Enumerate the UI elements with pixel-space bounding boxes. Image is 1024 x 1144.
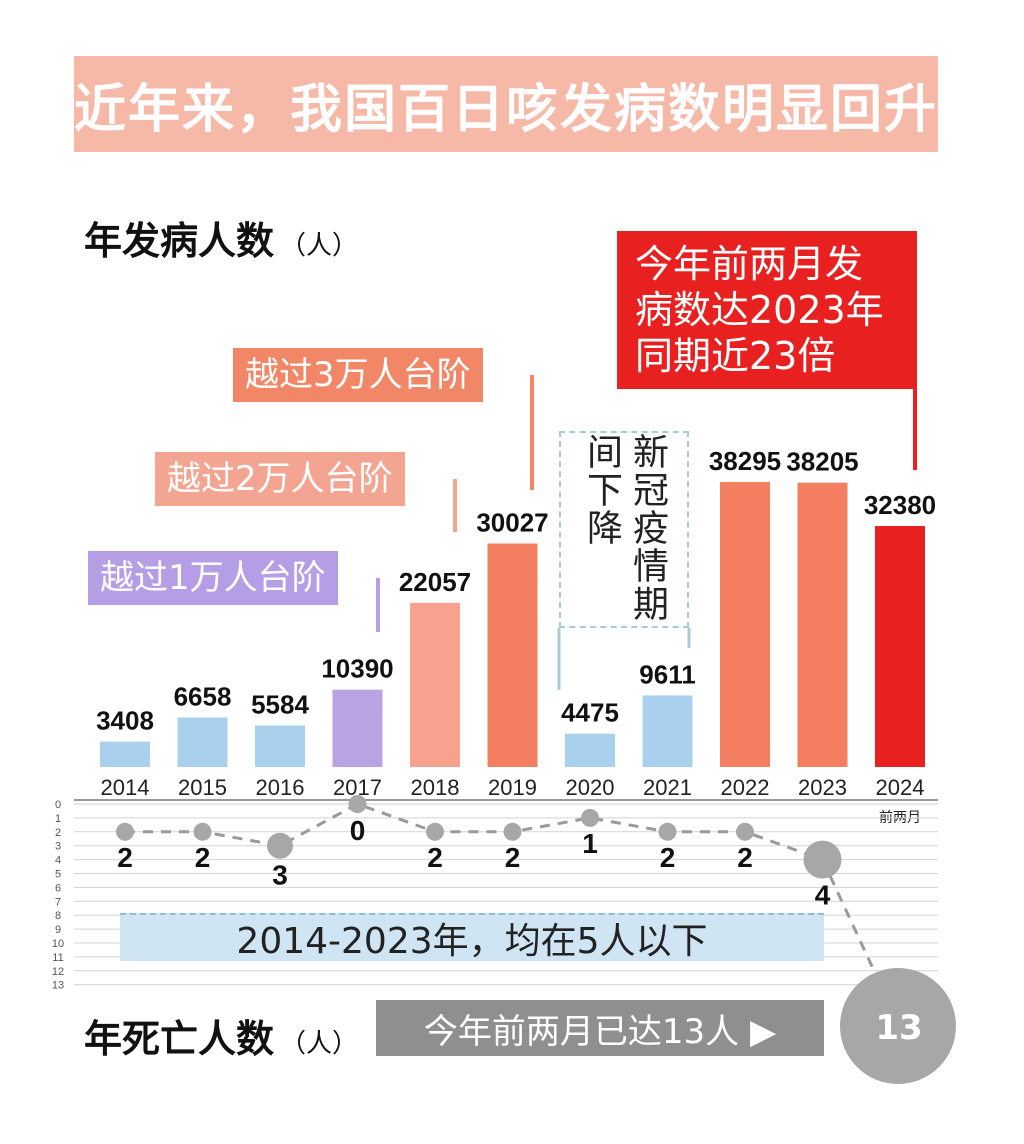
- bar-2019: [487, 543, 538, 767]
- y-tick-7: 7: [55, 896, 61, 908]
- bar-value-2015: 6658: [174, 681, 232, 711]
- death-point-2019: [503, 822, 522, 841]
- year-label-2016: 2016: [256, 775, 305, 800]
- bar-value-2020: 4475: [561, 698, 619, 728]
- year-label-2021: 2021: [643, 775, 692, 800]
- year-label-2020: 2020: [566, 775, 615, 800]
- death-point-2021: [658, 822, 677, 841]
- death-value-2021: 2: [660, 842, 676, 873]
- y-tick-11: 11: [52, 952, 63, 964]
- callout-line-1: 今年前两月发: [635, 242, 864, 286]
- bar-2014: [100, 741, 150, 767]
- bar-2024: [875, 526, 925, 767]
- y-tick-4: 4: [55, 855, 61, 867]
- tag-10k: 越过1万人台阶: [88, 551, 338, 605]
- death-value-2023: 4: [815, 880, 831, 911]
- death-point-2018: [426, 822, 444, 841]
- deaths-2024-label: 今年前两月已达13人 ▶: [376, 1000, 824, 1056]
- death-value-2016: 3: [272, 860, 288, 891]
- y-tick-2: 2: [55, 827, 61, 839]
- bar-value-2018: 22057: [399, 567, 471, 597]
- y-tick-9: 9: [55, 924, 61, 936]
- y-tick-6: 6: [55, 882, 61, 894]
- death-point-2023: [803, 840, 842, 879]
- bar-value-2021: 9611: [639, 659, 695, 689]
- death-point-2024: [840, 968, 956, 1084]
- death-point-2017: [348, 795, 367, 813]
- death-point-2014: [116, 822, 134, 841]
- year-label-2022: 2022: [721, 775, 770, 800]
- y-tick-12: 12: [52, 966, 64, 978]
- tag-20k: 越过2万人台阶: [155, 452, 405, 506]
- callout-box: 今年前两月发 病数达2023年 同期近23倍: [617, 231, 917, 389]
- year-label-2015: 2015: [178, 775, 227, 800]
- bar-2020: [565, 733, 615, 767]
- bar-2021: [642, 695, 693, 767]
- death-value-2017: 0: [350, 815, 366, 846]
- bar-2018: [410, 602, 460, 767]
- cases-heading-label: 年发病人数: [84, 219, 275, 263]
- year-label-2023: 2023: [798, 775, 847, 800]
- bar-value-2023: 38205: [786, 447, 858, 477]
- death-value-2015: 2: [195, 842, 211, 873]
- title-banner: 近年来，我国百日咳发病数明显回升: [74, 56, 938, 152]
- deaths-line: [125, 802, 824, 862]
- death-value-2014: 2: [117, 842, 133, 873]
- year-label-2019: 2019: [488, 775, 537, 800]
- cases-heading: 年发病人数 （人）: [84, 210, 358, 265]
- bar-2023: [797, 482, 848, 767]
- death-value-2020: 1: [582, 828, 598, 859]
- death-point-2020: [581, 808, 599, 827]
- death-value-2019: 2: [505, 842, 521, 873]
- bar-value-2024: 32380: [864, 490, 936, 520]
- y-tick-1: 1: [55, 813, 61, 825]
- death-value-2018: 2: [427, 842, 443, 873]
- bar-2022: [720, 482, 770, 767]
- bar-value-2022: 38295: [709, 446, 781, 476]
- below-five-band: 2014-2023年，均在5人以下: [120, 913, 824, 962]
- bar-value-2014: 3408: [96, 706, 154, 736]
- bar-2016: [255, 725, 305, 767]
- y-tick-0: 0: [55, 799, 61, 811]
- bar-value-2017: 10390: [321, 654, 393, 684]
- deaths-heading: 年死亡人数 （人）: [84, 1008, 358, 1063]
- death-point-2022: [736, 822, 754, 841]
- deaths-heading-unit: （人）: [280, 1029, 359, 1059]
- y-tick-8: 8: [55, 910, 61, 922]
- tag-30k: 越过3万人台阶: [233, 348, 483, 402]
- y-tick-3: 3: [55, 841, 61, 853]
- year-label-2014: 2014: [101, 775, 150, 800]
- death-point-2015: [193, 822, 212, 841]
- chart-title: 近年来，我国百日咳发病数明显回升: [74, 79, 939, 140]
- bar-value-2016: 5584: [251, 689, 309, 719]
- covid-note-box: 新冠疫情期间下降: [559, 431, 689, 628]
- bar-value-2019: 30027: [476, 508, 548, 538]
- covid-note: 新冠疫情期间下降: [581, 433, 668, 623]
- death-point-2016: [267, 832, 293, 859]
- cases-heading-unit: （人）: [280, 231, 359, 261]
- deaths-2024-value: 13: [875, 1008, 923, 1048]
- y-tick-10: 10: [52, 938, 64, 950]
- bar-2015: [177, 717, 228, 767]
- callout-line-2: 病数达2023年: [635, 288, 884, 332]
- bar-2017: [332, 689, 383, 767]
- band-text: 2014-2023年，均在5人以下: [236, 921, 708, 962]
- year-label-2024: 2024: [876, 775, 925, 800]
- deaths-line-2024: [821, 858, 878, 976]
- deaths-heading-label: 年死亡人数: [84, 1017, 275, 1061]
- y-tick-5: 5: [55, 869, 61, 881]
- y-tick-13: 13: [52, 980, 64, 992]
- callout-line-3: 同期近23倍: [635, 334, 836, 378]
- year-label-2018: 2018: [411, 775, 460, 800]
- death-value-2022: 2: [737, 842, 753, 873]
